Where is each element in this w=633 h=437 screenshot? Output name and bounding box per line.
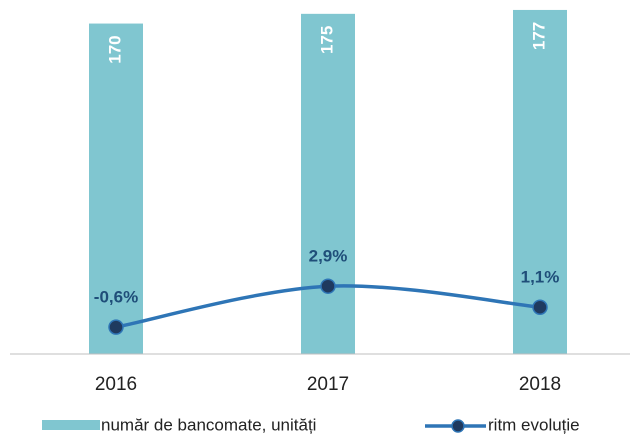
bar-value-label: 170: [105, 35, 124, 63]
bar-value-label: 175: [317, 26, 336, 54]
x-tick-label: 2017: [307, 374, 349, 395]
legend-label: număr de bancomate, unități: [101, 415, 316, 434]
line-value-label: 1,1%: [521, 268, 560, 287]
legend-marker: [451, 419, 465, 433]
line-marker: [532, 299, 548, 315]
bar: [513, 9, 567, 355]
line-marker: [320, 278, 336, 294]
bar: [301, 13, 355, 355]
legend-swatch: [42, 420, 100, 430]
x-tick-label: 2018: [519, 374, 561, 395]
legend-label: ritm evoluție: [488, 415, 580, 434]
line-value-label: -0,6%: [94, 288, 138, 307]
line-value-label: 2,9%: [309, 247, 348, 266]
bar-value-label: 177: [529, 22, 548, 50]
line-marker: [108, 319, 124, 335]
bar: [89, 23, 143, 354]
x-tick-label: 2016: [95, 374, 137, 395]
